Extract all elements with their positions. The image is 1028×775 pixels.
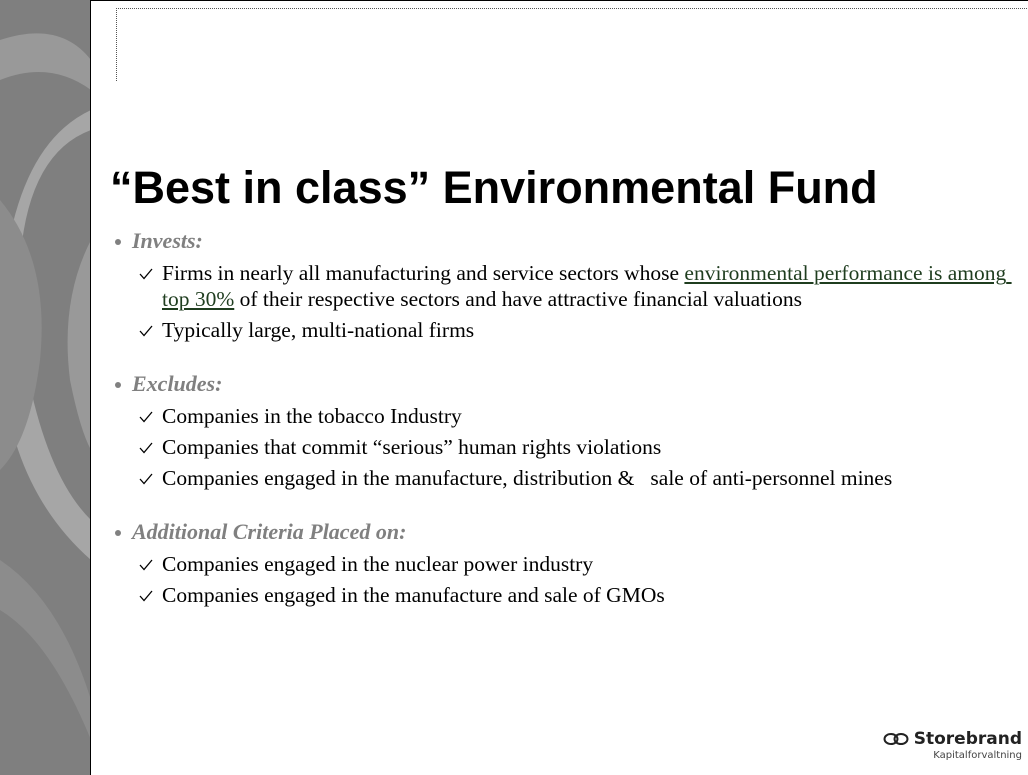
item-text: Companies in the tobacco Industry — [162, 404, 462, 428]
logo-subtitle: Kapitalforvaltning — [933, 750, 1022, 761]
section-heading: Additional Criteria Placed on: — [112, 518, 1012, 546]
list-item: Typically large, multi-national firms — [112, 317, 1012, 343]
list-item: Companies engaged in the manufacture, di… — [112, 465, 1012, 491]
logo-icon — [883, 733, 909, 745]
slide-title: “Best in class” Environmental Fund — [110, 162, 878, 213]
logo: Storebrand Kapitalforvaltning — [883, 729, 1022, 761]
item-text: Firms in nearly all manufacturing and se… — [162, 261, 685, 285]
heading-text: Additional Criteria Placed on: — [132, 519, 407, 544]
checkmark — [139, 268, 153, 280]
logo-name: Storebrand — [913, 729, 1022, 749]
list-item: Companies that commit “serious” human ri… — [112, 434, 1012, 460]
decor-strip — [0, 0, 91, 775]
list-item: Companies in the tobacco Industry — [112, 403, 1012, 429]
title-placeholder — [116, 8, 1028, 81]
section: Invests: Firms in nearly all manufacturin… — [112, 227, 1012, 343]
item-underlined: environmental performance is among top 3… — [162, 261, 1012, 311]
heading-text: Invests: — [132, 228, 203, 253]
checkmark — [139, 442, 153, 454]
checkmark — [139, 325, 153, 337]
bullet — [115, 239, 121, 245]
item-text: Companies engaged in the nuclear power i… — [162, 552, 594, 576]
top-rule — [91, 0, 1028, 1]
item-text: Companies engaged in the manufacture and… — [162, 583, 665, 607]
section-heading: Invests: — [112, 227, 1012, 255]
list-item: Companies engaged in the nuclear power i… — [112, 551, 1012, 577]
list-item: Firms in nearly all manufacturing and se… — [112, 260, 1012, 312]
bullet — [115, 382, 121, 388]
checkmark — [139, 590, 153, 602]
checkmark — [139, 411, 153, 423]
section: Additional Criteria Placed on: Companies … — [112, 518, 1012, 608]
item-text: of their respective sectors and have att… — [234, 287, 802, 311]
heading-text: Excludes: — [132, 371, 223, 396]
item-text: Typically large, multi-national firms — [162, 318, 475, 342]
section-heading: Excludes: — [112, 370, 1012, 398]
content: Invests: Firms in nearly all manufacturin… — [112, 227, 1012, 635]
checkmark — [139, 473, 153, 485]
bullet — [115, 530, 121, 536]
list-item: Companies engaged in the manufacture and… — [112, 582, 1012, 608]
logo-name-row: Storebrand — [883, 729, 1022, 749]
item-text: Companies that commit “serious” human ri… — [162, 435, 662, 459]
checkmark — [139, 559, 153, 571]
item-text: Companies engaged in the manufacture, di… — [162, 466, 893, 490]
section: Excludes: Companies in the tobacco Indust… — [112, 370, 1012, 491]
